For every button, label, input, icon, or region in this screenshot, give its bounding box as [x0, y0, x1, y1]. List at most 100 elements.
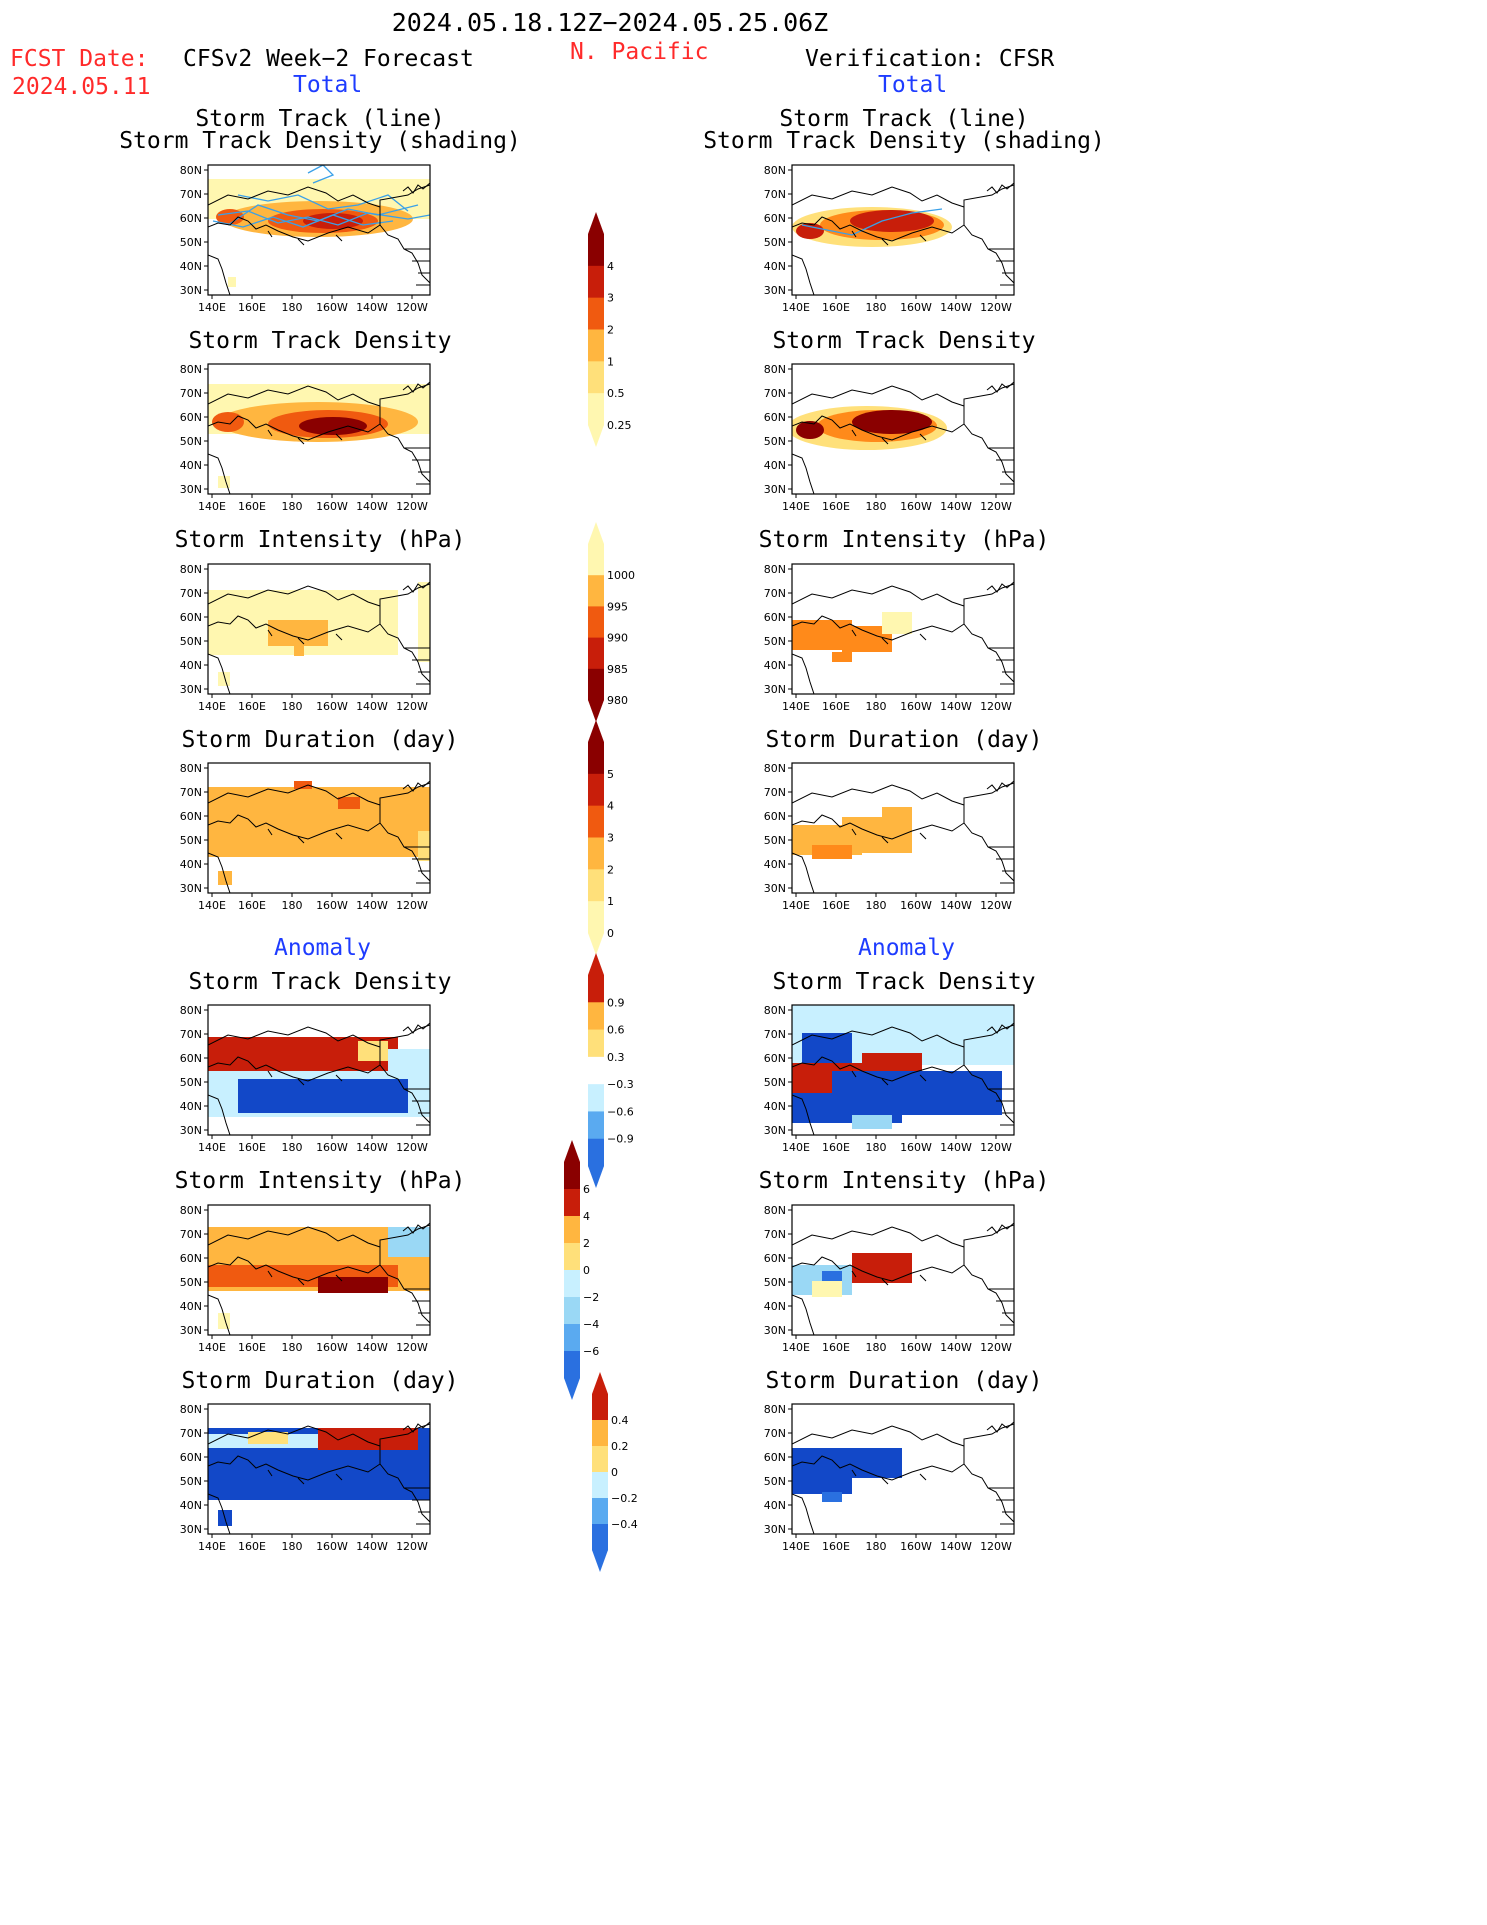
total-label-right: Total [878, 72, 948, 98]
lon-label: 140W [356, 700, 388, 713]
lon-label: 120W [396, 700, 428, 713]
colorbar-arrow-top [592, 1372, 608, 1394]
coastline [402, 1222, 430, 1234]
lat-label: 30N [764, 882, 786, 895]
lon-label: 140E [782, 301, 810, 314]
coastline [986, 780, 1014, 792]
lon-label: 180 [282, 500, 303, 513]
coastline [986, 182, 1014, 194]
map-track-forecast: 80N 70N 60N 50N 40N 30N 140E 160E 180 160W 140W 120… [180, 164, 431, 314]
lon-label: 160W [316, 700, 348, 713]
colorbar-label: 0.5 [607, 387, 625, 400]
shade-spot [228, 277, 236, 287]
colorbar-segment [564, 1189, 580, 1217]
period-title: 2024.05.18.12Z−2024.05.25.06Z [391, 8, 829, 37]
shade-negative [822, 1492, 842, 1502]
lat-label: 80N [180, 1004, 202, 1017]
colorbar-label: 0.4 [611, 1414, 629, 1427]
coastline-layer [792, 581, 1014, 694]
colorbar-label: 2 [583, 1237, 590, 1250]
coastline [792, 1294, 815, 1335]
field-layer [792, 1005, 1014, 1135]
coastline [792, 453, 815, 494]
coastline [963, 1423, 1014, 1464]
plot-frame [791, 1004, 1015, 1136]
shade-positive-weak [812, 1281, 842, 1297]
lon-label: 140E [782, 1141, 810, 1154]
colorbar-arrow-top [588, 720, 604, 742]
plot-frame [791, 1403, 1015, 1535]
colorbar-label: 1000 [607, 569, 635, 582]
colorbar-segment [588, 265, 604, 299]
lat-label: 30N [180, 882, 202, 895]
coastline [404, 447, 430, 485]
plot-frame [207, 762, 431, 894]
colorbar-intensity-anomaly: 6 4 2 0 −2 −4 −6 [564, 1140, 599, 1400]
title-density-left: Storm Track Density [188, 328, 452, 354]
coastline [379, 224, 430, 284]
lat-label: 80N [180, 363, 202, 376]
coastline [792, 852, 815, 893]
shade-spot [218, 672, 230, 686]
colorbar-label: −0.6 [607, 1105, 634, 1118]
colorbar-segment [588, 606, 604, 639]
coastline-layer [208, 182, 430, 295]
lat-label: 80N [180, 164, 202, 177]
lon-label: 140E [198, 1341, 226, 1354]
lat-label: 70N [764, 1427, 786, 1440]
coastline [792, 585, 965, 607]
lon-label: 180 [866, 1141, 887, 1154]
coastline [404, 647, 430, 685]
storm-track-line [217, 210, 430, 226]
region-label: N. Pacific [570, 39, 709, 65]
colorbar-label: 4 [607, 260, 614, 273]
lat-label: 60N [180, 1252, 202, 1265]
lon-label: 180 [282, 301, 303, 314]
coastline [267, 828, 343, 844]
coastline-layer [208, 1421, 430, 1534]
lat-label: 60N [180, 1052, 202, 1065]
lon-label: 140W [356, 1141, 388, 1154]
colorbar-segment [588, 837, 604, 870]
lon-label: 120W [396, 301, 428, 314]
colorbar-label: 6 [583, 1183, 590, 1196]
coastline [986, 1022, 1014, 1034]
lat-label: 40N [180, 459, 202, 472]
colorbar-arrow-top [588, 212, 604, 234]
lat-label: 40N [764, 459, 786, 472]
storm-track-line [307, 165, 335, 184]
coastline [963, 583, 1014, 624]
shade-band [882, 807, 912, 833]
coastline [792, 254, 815, 295]
colorbar-segment [592, 1420, 608, 1447]
coastline [988, 447, 1014, 485]
coastline [208, 1493, 231, 1534]
shade-core [832, 652, 852, 662]
lon-label: 180 [282, 1141, 303, 1154]
lat-label: 60N [764, 810, 786, 823]
plot-frame [207, 164, 431, 296]
lon-label: 180 [866, 1341, 887, 1354]
coastline [792, 1094, 815, 1135]
colorbar-segment [592, 1472, 608, 1499]
title-intensity-right: Storm Intensity (hPa) [758, 527, 1050, 553]
lat-label: 70N [764, 387, 786, 400]
lon-label: 180 [866, 899, 887, 912]
lon-label: 160E [822, 500, 850, 513]
map-density-anomaly-forecast: 80N 70N 60N 50N 40N 30N 140E 160E 180 160W 140W 120… [180, 1004, 431, 1154]
colorbar-label: 0.2 [611, 1440, 629, 1453]
shade-negative [238, 1079, 408, 1113]
shade-east [418, 582, 430, 662]
lat-label: 50N [764, 1076, 786, 1089]
plot-frame [207, 563, 431, 695]
lat-label: 70N [180, 1228, 202, 1241]
coastline [404, 248, 430, 286]
lon-label: 140E [782, 700, 810, 713]
lon-label: 160W [316, 1540, 348, 1553]
title-track-shading-left: Storm Track Density (shading) [119, 128, 521, 154]
lat-label: 30N [180, 284, 202, 297]
colorbar-label: −0.2 [611, 1492, 638, 1505]
colorbar-label: 0.25 [607, 419, 632, 432]
coastline [792, 1256, 965, 1282]
lat-label: 70N [180, 587, 202, 600]
